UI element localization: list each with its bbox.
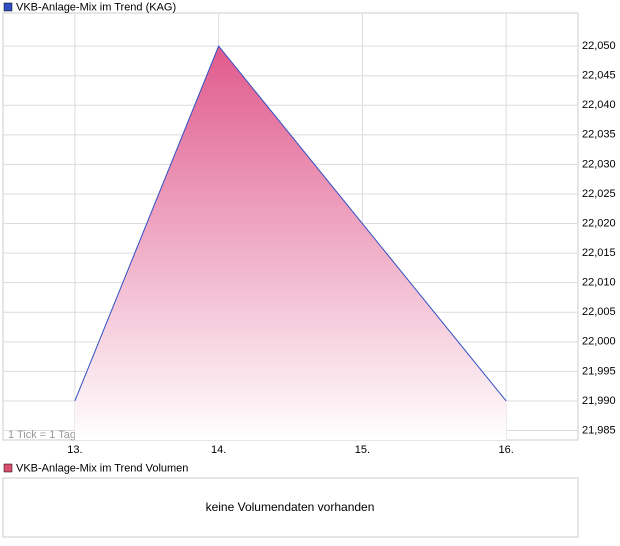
y-tick-label: 22,035 — [582, 129, 616, 141]
volume-note: keine Volumendaten vorhanden — [206, 500, 375, 514]
y-tick-label: 21,995 — [582, 365, 616, 377]
x-tick-label: 13. — [67, 444, 82, 456]
line — [74, 45, 507, 402]
y-tick-label: 21,990 — [582, 395, 616, 407]
y-tick-label: 22,015 — [582, 247, 616, 259]
y-tick-label: 22,050 — [582, 40, 616, 52]
legend-swatch — [3, 463, 13, 473]
y-tick-label: 22,030 — [582, 158, 616, 170]
y-tick-label: 22,045 — [582, 70, 616, 82]
area — [74, 46, 507, 441]
y-tick-label: 22,005 — [582, 306, 616, 318]
y-tick-label: 22,010 — [582, 277, 616, 289]
volume-title: VKB-Anlage-Mix im Trend Volumen — [16, 462, 188, 474]
y-tick-label: 22,000 — [582, 336, 616, 348]
legend-swatch — [3, 2, 13, 12]
y-tick-label: 22,020 — [582, 217, 616, 229]
y-tick-label: 22,040 — [582, 99, 616, 111]
x-tick-label: 16. — [498, 444, 513, 456]
annotation: 1 Tick = 1 Tag — [8, 429, 76, 441]
y-tick-label: 22,025 — [582, 188, 616, 200]
volume-frame — [2, 477, 579, 538]
x-tick-label: 15. — [355, 444, 370, 456]
y-tick-label: 21,985 — [582, 424, 616, 436]
legend-label: VKB-Anlage-Mix im Trend (KAG) — [16, 1, 176, 13]
x-tick-label: 14. — [211, 444, 226, 456]
